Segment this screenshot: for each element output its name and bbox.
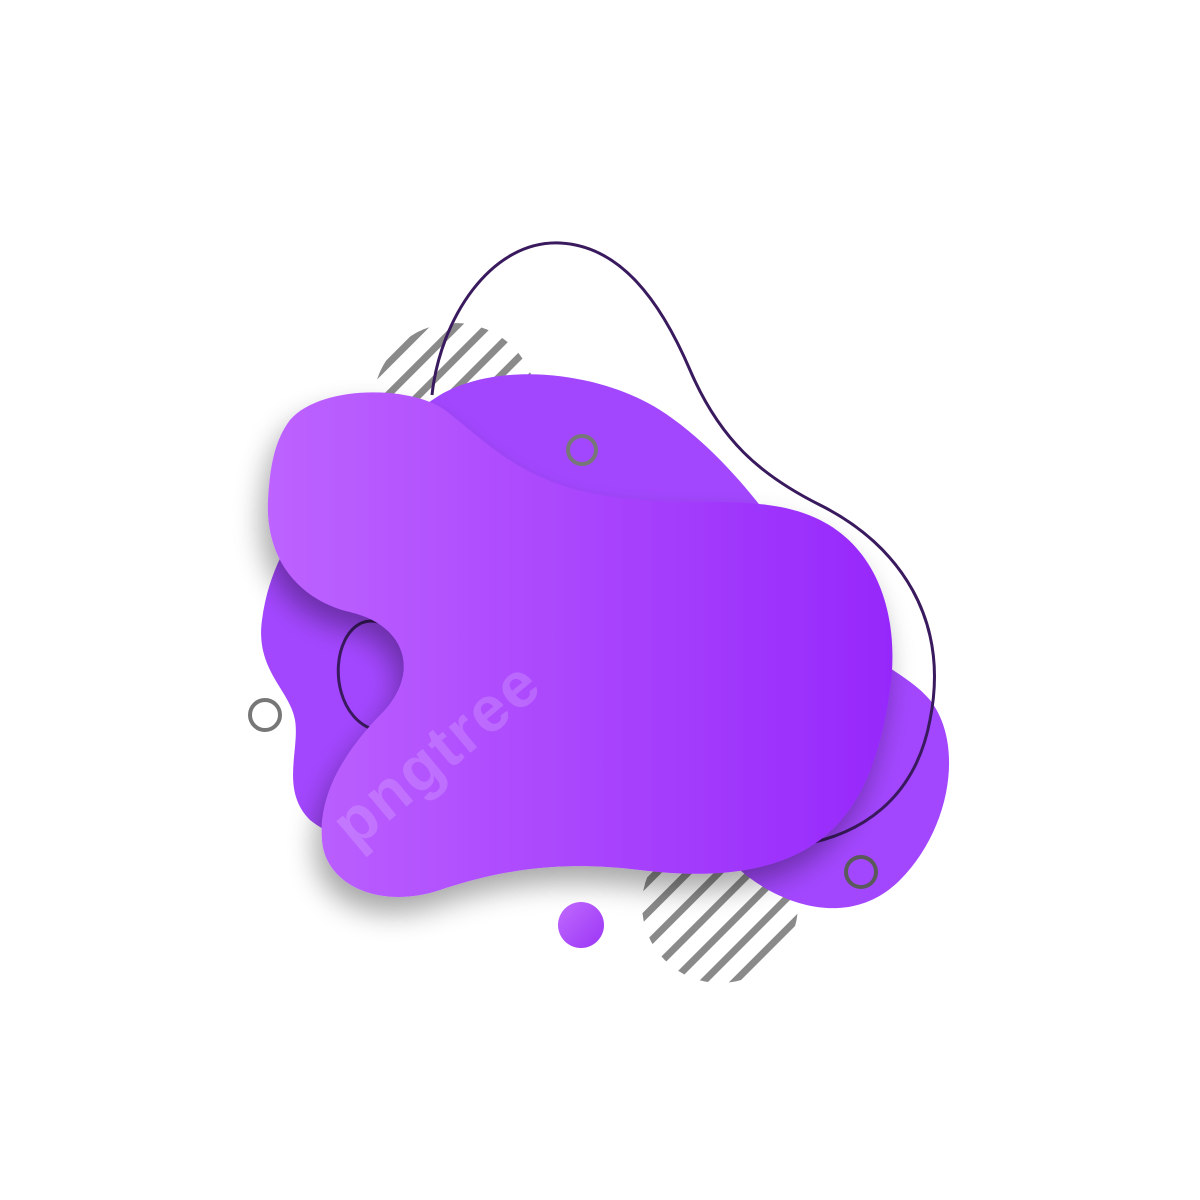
ring-icon-left xyxy=(248,698,282,732)
ring-icon-right xyxy=(844,855,878,889)
dot-icon xyxy=(558,902,604,948)
ring-icon-top xyxy=(566,434,598,466)
front-blob xyxy=(267,392,893,897)
